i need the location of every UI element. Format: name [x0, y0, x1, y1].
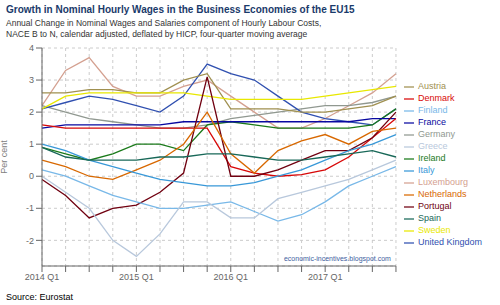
html-text:Ireland: Ireland: [418, 153, 446, 163]
html-text:Greece: Greece: [418, 141, 448, 151]
svg-text:3: 3: [29, 75, 34, 85]
html-text:Italy: Italy: [418, 165, 435, 175]
svg-text:2015 Q1: 2015 Q1: [119, 272, 154, 282]
html-text:Denmark: Denmark: [418, 93, 455, 103]
html-text:Germany: Germany: [418, 129, 455, 139]
html-text:Netherlands: Netherlands: [418, 189, 467, 199]
html-text:Growth in Nominal Hourly Wages: Growth in Nominal Hourly Wages in the Bu…: [6, 4, 355, 15]
html-text:France: France: [418, 117, 446, 127]
svg-text:2017 Q1: 2017 Q1: [308, 272, 343, 282]
html-text:Austria: Austria: [418, 81, 446, 91]
svg-text:-2: -2: [26, 236, 34, 246]
svg-text:1: 1: [29, 139, 34, 149]
svg-text:2: 2: [29, 107, 34, 117]
html-text:Sweden: Sweden: [418, 225, 451, 235]
svg-text:Per cent: Per cent: [8, 140, 9, 174]
html-text:Portugal: Portugal: [418, 201, 452, 211]
svg-text:2016 Q1: 2016 Q1: [214, 272, 249, 282]
svg-text:economic-incentives.blogspot.c: economic-incentives.blogspot.com: [284, 255, 391, 263]
svg-text:0: 0: [29, 171, 34, 181]
svg-text:-1: -1: [26, 203, 34, 213]
html-text:Source: Eurostat: Source: Eurostat: [6, 292, 73, 302]
html-text:United Kingdom: United Kingdom: [418, 237, 482, 247]
html-text:Luxembourg: Luxembourg: [418, 177, 468, 187]
html-text:Spain: Spain: [418, 213, 441, 223]
html-text:Finland: Finland: [418, 105, 448, 115]
svg-text:4: 4: [29, 43, 34, 53]
html-text:Annual Change in Nominal Wages: Annual Change in Nominal Wages and Salar…: [6, 18, 322, 39]
svg-text:2014 Q1: 2014 Q1: [25, 272, 60, 282]
